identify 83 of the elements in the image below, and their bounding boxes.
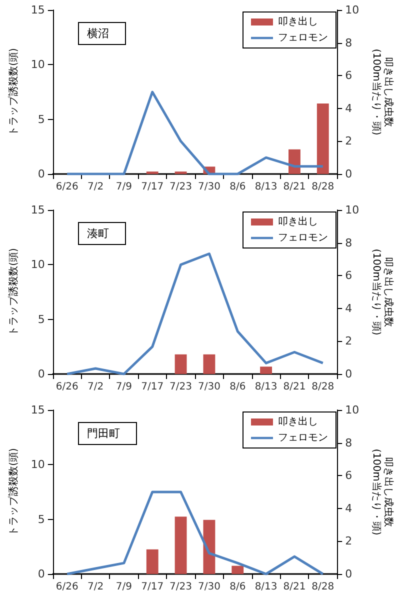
x-tick-label: 7/2 xyxy=(87,182,104,192)
x-tick-label: 7/2 xyxy=(87,582,104,592)
y2-tick-label: 4 xyxy=(345,102,352,115)
annotation: 横沼 xyxy=(87,27,109,40)
y-tick-label: 15 xyxy=(30,4,45,16)
legend-label: 叩き出し xyxy=(278,16,318,28)
x-tick-label: 7/9 xyxy=(116,582,132,592)
x-tick-label: 7/17 xyxy=(141,582,164,592)
y2-tick-label: 0 xyxy=(345,568,352,580)
x-tick-label: 7/30 xyxy=(198,182,220,192)
x-tick-label: 8/28 xyxy=(312,182,334,192)
legend-label: 叩き出し xyxy=(278,416,318,428)
legend-label: 叩き出し xyxy=(278,216,318,228)
x-tick-label: 7/23 xyxy=(170,382,192,392)
legend-label: フェロモン xyxy=(278,32,328,44)
y-tick-label: 0 xyxy=(38,168,45,180)
bar xyxy=(203,520,216,574)
y2-tick-label: 2 xyxy=(345,134,352,148)
y-tick-label: 10 xyxy=(30,258,45,272)
x-tick-label: 8/6 xyxy=(230,182,246,192)
y-tick-label: 0 xyxy=(38,568,45,580)
y2-tick-label: 8 xyxy=(345,436,352,450)
y2-tick-label: 8 xyxy=(345,36,352,50)
x-tick-label: 8/13 xyxy=(254,382,278,392)
y-axis-title: トラップ誘殺数(頭) xyxy=(8,248,20,336)
y-axis-title: トラップ誘殺数(頭) xyxy=(8,48,20,136)
x-tick-label: 6/26 xyxy=(56,582,78,592)
y2-tick-label: 10 xyxy=(345,204,360,216)
y2-axis-title: 叩き出し成虫数(100m当たり・頭) xyxy=(370,248,394,336)
x-tick-label: 7/30 xyxy=(198,582,220,592)
y2-tick-label: 2 xyxy=(345,334,352,348)
y-tick-label: 15 xyxy=(30,404,45,416)
x-tick-label: 8/13 xyxy=(254,582,278,592)
x-tick-label: 8/6 xyxy=(230,382,246,392)
x-tick-label: 8/13 xyxy=(254,182,278,192)
y2-tick-label: 0 xyxy=(345,368,352,380)
x-tick-label: 7/9 xyxy=(116,182,132,192)
y-tick-label: 5 xyxy=(38,512,45,526)
line-series xyxy=(66,90,324,176)
x-tick-label: 8/28 xyxy=(312,382,334,392)
x-tick-label: 6/26 xyxy=(56,182,78,192)
annotation: 門田町 xyxy=(87,427,120,440)
y-tick-label: 10 xyxy=(30,458,45,472)
y2-tick-label: 10 xyxy=(345,4,360,16)
x-tick-label: 8/6 xyxy=(230,582,246,592)
x-tick-label: 7/30 xyxy=(198,382,220,392)
x-tick-label: 8/21 xyxy=(283,182,306,192)
bar xyxy=(316,103,329,174)
y2-tick-label: 0 xyxy=(345,168,352,180)
y-axis-title: トラップ誘殺数(頭) xyxy=(8,448,20,536)
y2-tick-label: 6 xyxy=(345,469,352,482)
y-tick-label: 15 xyxy=(30,204,45,216)
y2-tick-label: 8 xyxy=(345,236,352,250)
line-series xyxy=(66,252,324,376)
x-tick-label: 8/21 xyxy=(283,582,306,592)
legend-label: フェロモン xyxy=(278,232,328,244)
y-tick-label: 5 xyxy=(38,312,45,326)
y2-tick-label: 2 xyxy=(345,534,352,548)
legend-label: フェロモン xyxy=(278,432,328,444)
x-tick-label: 7/17 xyxy=(141,382,164,392)
x-tick-label: 7/23 xyxy=(170,182,192,192)
x-tick-label: 8/21 xyxy=(283,382,306,392)
y2-axis-title: 叩き出し成虫数(100m当たり・頭) xyxy=(370,448,394,536)
x-tick-label: 6/26 xyxy=(56,382,78,392)
y2-tick-label: 4 xyxy=(345,302,352,315)
bar xyxy=(146,549,158,574)
y-tick-label: 10 xyxy=(30,58,45,72)
y2-axis-title: 叩き出し成虫数(100m当たり・頭) xyxy=(370,48,394,136)
y2-tick-label: 6 xyxy=(345,269,352,282)
x-tick-label: 8/28 xyxy=(312,582,334,592)
y2-tick-label: 6 xyxy=(345,69,352,82)
annotation: 湊町 xyxy=(87,227,109,240)
y2-tick-label: 10 xyxy=(345,404,360,416)
x-tick-label: 7/2 xyxy=(87,382,104,392)
x-tick-label: 7/23 xyxy=(170,582,192,592)
y2-tick-label: 4 xyxy=(345,502,352,515)
bar xyxy=(174,516,187,574)
line-series xyxy=(66,490,324,576)
bar xyxy=(232,566,244,574)
x-tick-label: 7/9 xyxy=(116,382,132,392)
x-tick-label: 7/17 xyxy=(141,182,164,192)
y-tick-label: 5 xyxy=(38,112,45,126)
y-tick-label: 0 xyxy=(38,368,45,380)
